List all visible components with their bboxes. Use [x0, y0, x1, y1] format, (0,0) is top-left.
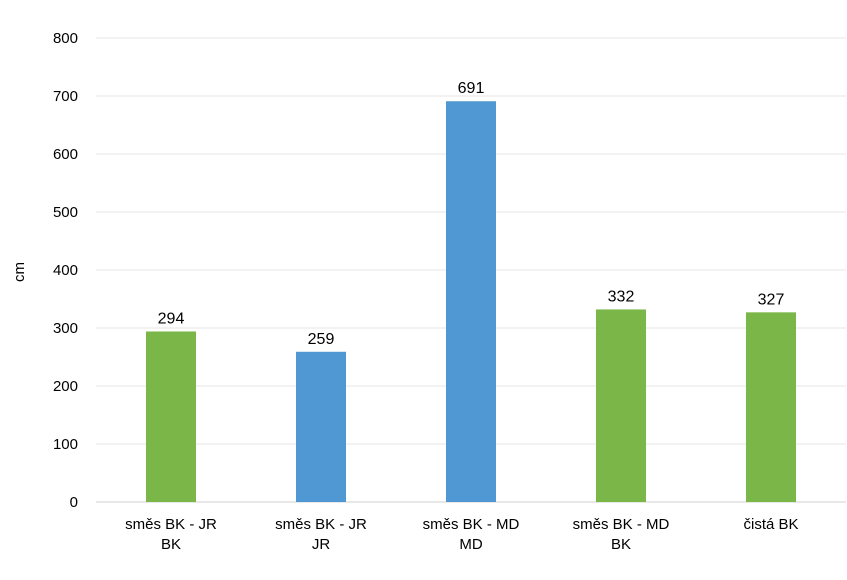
x-category-label: MD [459, 536, 482, 553]
y-tick-label: 400 [53, 262, 78, 279]
y-tick-label: 500 [53, 204, 78, 221]
data-label: 332 [608, 288, 635, 305]
y-tick-label: 300 [53, 320, 78, 337]
y-tick-label: 0 [70, 494, 78, 511]
x-category-label: směs BK - JR [275, 516, 367, 533]
y-tick-label: 100 [53, 436, 78, 453]
x-category-label: směs BK - MD [423, 516, 520, 533]
bar [746, 312, 796, 502]
y-tick-label: 200 [53, 378, 78, 395]
x-category-label: JR [312, 536, 331, 553]
y-tick-label: 800 [53, 30, 78, 47]
x-category-label: BK [161, 536, 181, 553]
bar [296, 351, 346, 502]
x-category-label: čistá BK [743, 516, 798, 533]
y-tick-label: 600 [53, 146, 78, 163]
bar [596, 309, 646, 502]
bar [146, 331, 196, 502]
axes: 0 100 200 300 400 500 600 700 800 [53, 30, 846, 511]
data-label: 294 [158, 310, 185, 327]
labels: 294 směs BK - JR BK 259 směs BK - JR JR 691 smě… [125, 80, 798, 553]
y-tick-label: 700 [53, 88, 78, 105]
data-label: 259 [308, 331, 335, 348]
data-label: 691 [458, 80, 485, 97]
y-axis-title: cm [11, 262, 28, 282]
x-category-label: směs BK - JR [125, 516, 217, 533]
x-category-label: směs BK - MD [573, 516, 670, 533]
bars [146, 101, 796, 502]
bar [446, 101, 496, 502]
data-label: 327 [758, 291, 785, 308]
x-category-label: BK [611, 536, 631, 553]
